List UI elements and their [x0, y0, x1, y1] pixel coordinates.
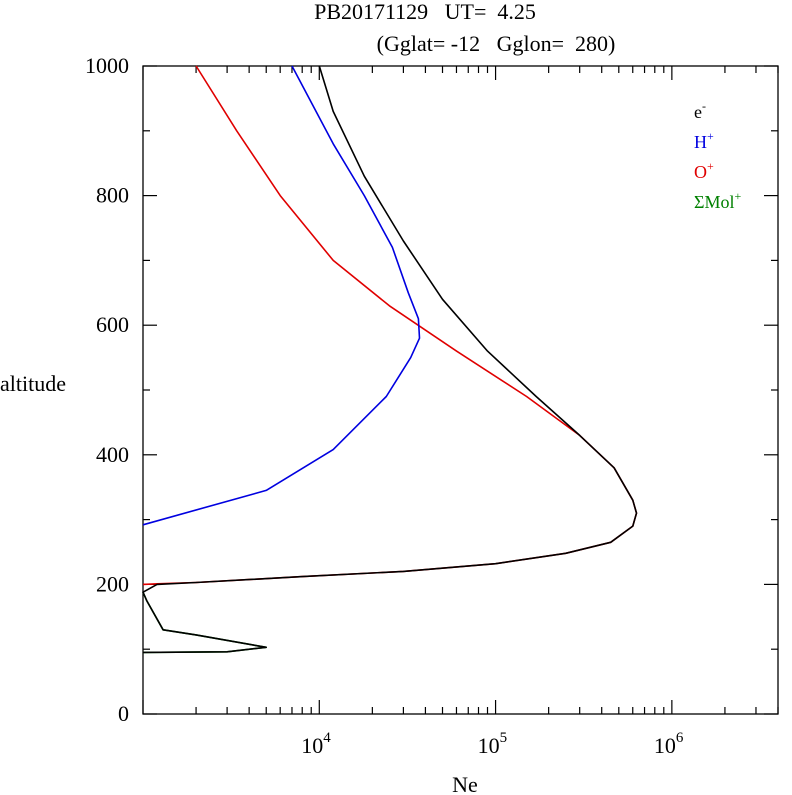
- chart-title: PB20171129 UT= 4.25: [314, 0, 536, 24]
- y-axis-label: altitude: [0, 371, 66, 396]
- x-tick-label: 106: [654, 730, 684, 758]
- plot-frame: [142, 65, 779, 715]
- y-tick-label: 800: [96, 183, 129, 208]
- chart-subtitle: (Gglat= -12 Gglon= 280): [377, 31, 616, 56]
- legend-entry: H+: [694, 129, 714, 152]
- series-layer: [142, 65, 638, 654]
- legend-entry: ΣMol+: [694, 189, 741, 212]
- x-axis-label: Ne: [452, 772, 478, 795]
- y-tick-label: 200: [96, 571, 129, 596]
- series-line-0: [142, 65, 638, 654]
- y-tick-label: 1000: [85, 53, 129, 78]
- y-tick-label: 0: [118, 701, 129, 726]
- legend: e- H+ O+ ΣMol+: [694, 99, 741, 212]
- x-axis: 104 105 106: [142, 66, 779, 758]
- legend-entry: O+: [694, 159, 714, 182]
- series-line-2: [142, 65, 638, 586]
- y-axis: 0 200 400 600 800 1000: [85, 53, 778, 726]
- x-tick-label: 105: [478, 730, 508, 758]
- legend-entry: e-: [694, 99, 706, 122]
- y-tick-label: 400: [96, 442, 129, 467]
- x-tick-label: 104: [301, 730, 331, 758]
- series-line-1: [142, 65, 421, 526]
- y-tick-label: 600: [96, 312, 129, 337]
